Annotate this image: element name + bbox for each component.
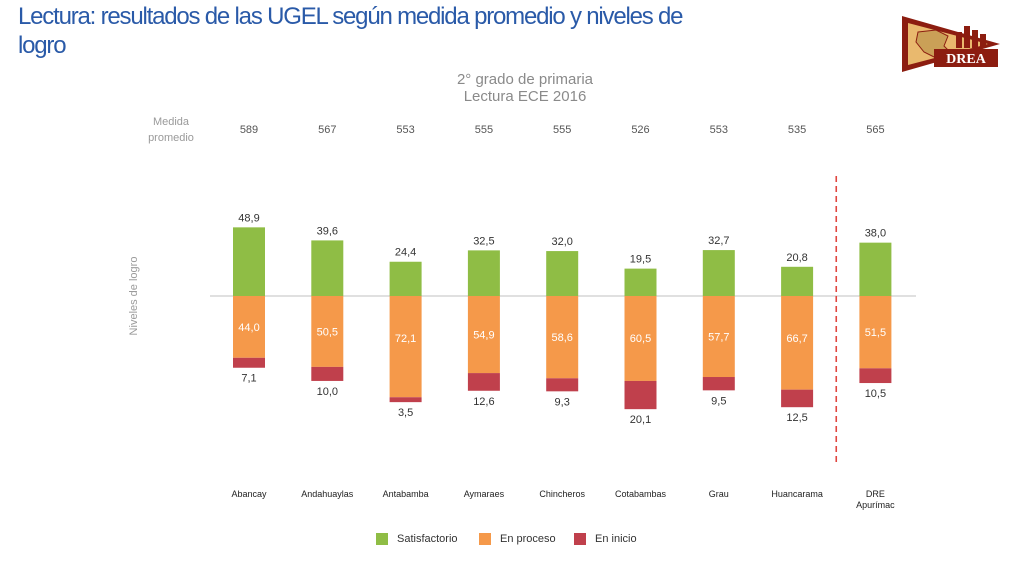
logo-building-4 bbox=[980, 34, 986, 48]
bar-satisfactorio-huancarama bbox=[781, 266, 814, 296]
label-satisfactorio-grau: 32,7 bbox=[708, 235, 729, 247]
bar-en-proceso-cotabambas bbox=[624, 296, 657, 381]
category-label-abancay: Abancay bbox=[231, 489, 267, 499]
label-satisfactorio-cotabambas: 19,5 bbox=[630, 254, 651, 266]
bar-satisfactorio-chincheros bbox=[546, 251, 579, 296]
y-axis-label: Niveles de logro bbox=[128, 257, 140, 336]
legend-label-en-inicio: En inicio bbox=[595, 533, 637, 545]
bar-en-inicio-grau bbox=[702, 377, 735, 391]
average-value-huancarama: 535 bbox=[788, 124, 806, 136]
average-value-chincheros: 555 bbox=[553, 124, 571, 136]
average-value-cotabambas: 526 bbox=[631, 124, 649, 136]
bar-satisfactorio-grau bbox=[702, 250, 735, 296]
logo-text: DREA bbox=[946, 52, 987, 67]
category-label-dre-apur-mac-line1: DRE bbox=[866, 489, 885, 499]
drea-logo: DREA bbox=[902, 16, 1000, 72]
bar-en-proceso-andahuaylas bbox=[311, 296, 344, 367]
label-en-inicio-huancarama: 12,5 bbox=[786, 412, 807, 424]
legend-swatch-satisfactorio bbox=[376, 533, 388, 545]
bar-en-proceso-dre-apur-mac bbox=[859, 296, 892, 369]
label-en-inicio-andahuaylas: 10,0 bbox=[317, 386, 338, 398]
bar-en-proceso-antabamba bbox=[389, 296, 422, 398]
average-value-aymaraes: 555 bbox=[475, 124, 493, 136]
category-label-grau: Grau bbox=[709, 489, 729, 499]
label-en-proceso-aymaraes: 54,9 bbox=[473, 330, 494, 342]
chart-subtitle-test: Lectura ECE 2016 bbox=[463, 88, 587, 105]
bar-en-proceso-chincheros bbox=[546, 296, 579, 379]
category-label-cotabambas: Cotabambas bbox=[615, 489, 667, 499]
label-en-proceso-chincheros: 58,6 bbox=[551, 332, 572, 344]
legend-label-satisfactorio: Satisfactorio bbox=[397, 533, 458, 545]
category-label-huancarama: Huancarama bbox=[771, 489, 823, 499]
average-value-grau: 553 bbox=[710, 124, 728, 136]
label-en-inicio-abancay: 7,1 bbox=[241, 373, 256, 385]
label-en-inicio-antabamba: 3,5 bbox=[398, 407, 413, 419]
category-label-antabamba: Antabamba bbox=[383, 489, 429, 499]
label-en-inicio-chincheros: 9,3 bbox=[555, 396, 570, 408]
average-value-dre-apur-mac: 565 bbox=[866, 124, 884, 136]
label-satisfactorio-huancarama: 20,8 bbox=[786, 252, 807, 264]
slide-title: Lectura: resultados de las UGEL según me… bbox=[18, 3, 684, 59]
legend-item-en-inicio: En inicio bbox=[574, 533, 637, 545]
bar-en-inicio-antabamba bbox=[389, 397, 422, 403]
bar-satisfactorio-andahuaylas bbox=[311, 240, 344, 296]
logo-building-2 bbox=[964, 26, 970, 48]
label-satisfactorio-dre-apur-mac: 38,0 bbox=[865, 228, 886, 240]
average-label-line1: Medida bbox=[153, 116, 190, 128]
bar-satisfactorio-dre-apur-mac bbox=[859, 242, 892, 296]
average-value-antabamba: 553 bbox=[396, 124, 414, 136]
label-satisfactorio-abancay: 48,9 bbox=[238, 212, 259, 224]
bar-en-inicio-chincheros bbox=[546, 378, 579, 392]
bar-en-proceso-aymaraes bbox=[467, 296, 500, 374]
bar-en-proceso-grau bbox=[702, 296, 735, 378]
bar-en-proceso-abancay bbox=[233, 296, 265, 358]
legend-item-en-proceso: En proceso bbox=[479, 533, 556, 545]
bar-satisfactorio-abancay bbox=[233, 227, 265, 296]
label-en-proceso-huancarama: 66,7 bbox=[786, 333, 807, 345]
category-label-dre-apur-mac-line2: Apurímac bbox=[856, 500, 895, 510]
label-en-inicio-aymaraes: 12,6 bbox=[473, 396, 494, 408]
label-en-proceso-cotabambas: 60,5 bbox=[630, 333, 651, 345]
category-label-aymaraes: Aymaraes bbox=[464, 489, 505, 499]
bar-en-inicio-andahuaylas bbox=[311, 366, 344, 381]
label-en-inicio-cotabambas: 20,1 bbox=[630, 414, 651, 426]
category-label-andahuaylas: Andahuaylas bbox=[301, 489, 354, 499]
average-value-andahuaylas: 567 bbox=[318, 124, 336, 136]
label-en-proceso-antabamba: 72,1 bbox=[395, 333, 416, 345]
label-en-inicio-grau: 9,5 bbox=[711, 395, 726, 407]
chart-subtitle-grade: 2° grado de primaria bbox=[456, 71, 594, 88]
legend-label-en-proceso: En proceso bbox=[500, 533, 556, 545]
legend-swatch-en-proceso bbox=[479, 533, 491, 545]
legend-swatch-en-inicio bbox=[574, 533, 586, 545]
legend-item-satisfactorio: Satisfactorio bbox=[376, 533, 458, 545]
label-en-proceso-dre-apur-mac: 51,5 bbox=[865, 327, 886, 339]
bar-en-inicio-cotabambas bbox=[624, 380, 657, 410]
label-satisfactorio-antabamba: 24,4 bbox=[395, 247, 416, 259]
bar-satisfactorio-aymaraes bbox=[467, 250, 500, 296]
bar-en-proceso-huancarama bbox=[781, 296, 814, 390]
average-label-line2: promedio bbox=[148, 132, 194, 144]
label-en-inicio-dre-apur-mac: 10,5 bbox=[865, 388, 886, 400]
logo-building-3 bbox=[972, 30, 978, 48]
label-en-proceso-abancay: 44,0 bbox=[238, 322, 259, 334]
label-en-proceso-andahuaylas: 50,5 bbox=[317, 326, 338, 338]
label-satisfactorio-chincheros: 32,0 bbox=[551, 236, 572, 248]
bar-en-inicio-dre-apur-mac bbox=[859, 368, 892, 384]
bar-en-inicio-aymaraes bbox=[467, 373, 500, 391]
label-satisfactorio-andahuaylas: 39,6 bbox=[317, 225, 338, 237]
average-value-abancay: 589 bbox=[240, 124, 258, 136]
label-en-proceso-grau: 57,7 bbox=[708, 332, 729, 344]
logo-building-1 bbox=[956, 32, 962, 48]
bar-en-inicio-abancay bbox=[233, 357, 265, 368]
bar-en-inicio-huancarama bbox=[781, 389, 814, 408]
bar-satisfactorio-cotabambas bbox=[624, 268, 657, 296]
logo-text-box bbox=[934, 49, 998, 67]
category-label-chincheros: Chincheros bbox=[539, 489, 585, 499]
label-satisfactorio-aymaraes: 32,5 bbox=[473, 235, 494, 247]
bar-satisfactorio-antabamba bbox=[389, 261, 422, 296]
